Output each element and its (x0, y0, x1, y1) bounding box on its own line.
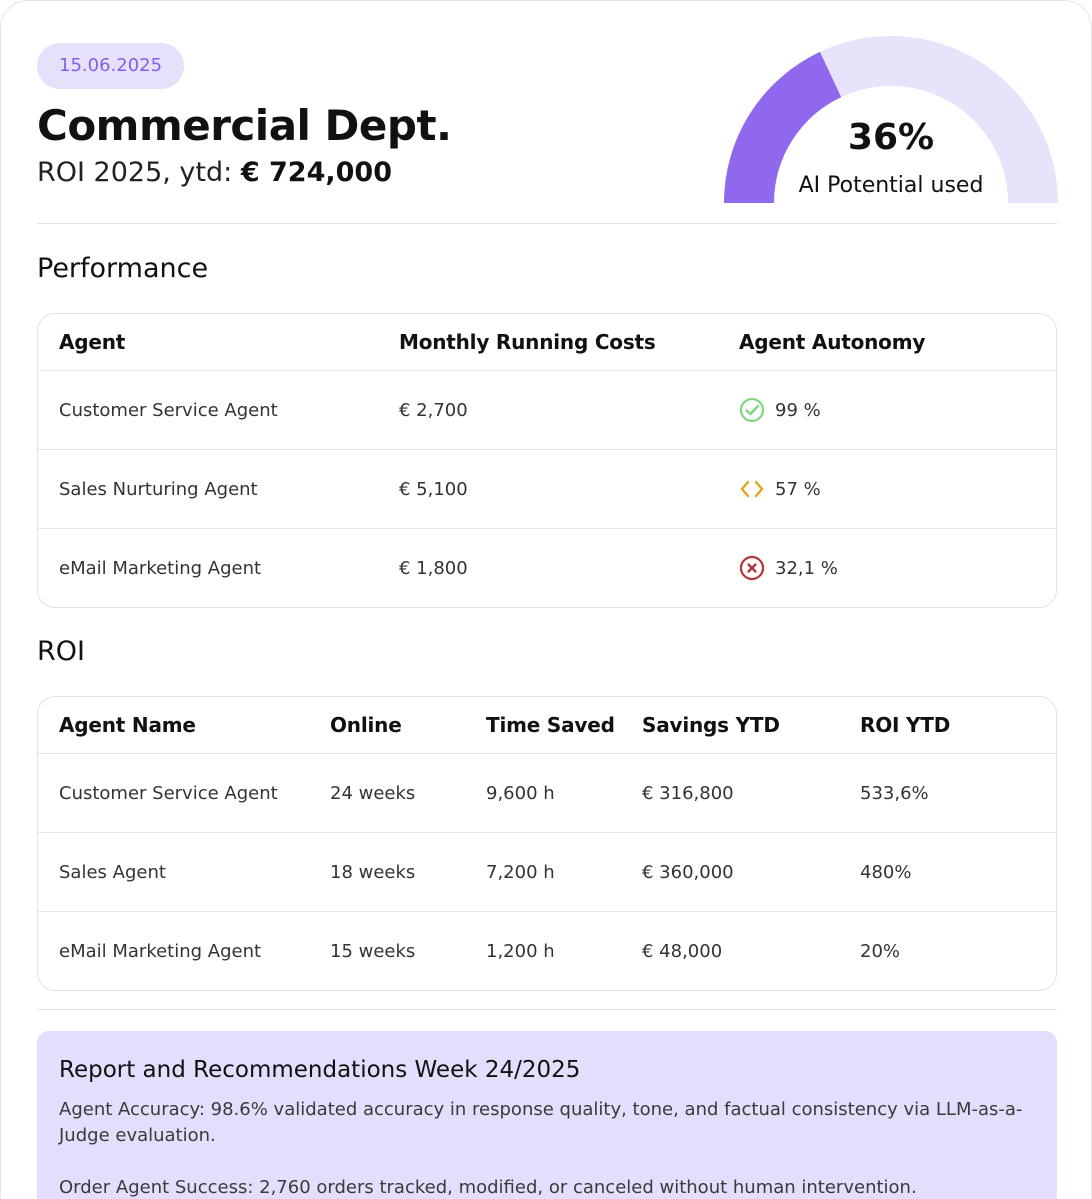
agent-name: eMail Marketing Agent (59, 557, 262, 579)
x-circle-icon (739, 555, 765, 581)
online-duration: 24 weeks (330, 782, 416, 804)
running-cost: € 2,700 (399, 399, 468, 421)
autonomy-cell: 99 % (739, 371, 821, 449)
savings-ytd: € 316,800 (642, 782, 734, 804)
gauge-value: 36% (847, 117, 935, 158)
gauge-fill (724, 51, 842, 204)
autonomy-value: 32,1 % (775, 557, 838, 579)
running-cost: € 1,800 (399, 557, 468, 579)
column-header-agent-name: Agent Name (59, 713, 196, 737)
column-header-roi-ytd: ROI YTD (860, 713, 951, 737)
column-header-autonomy: Agent Autonomy (739, 330, 926, 354)
online-duration: 18 weeks (330, 861, 416, 883)
table-header-row: Agent Name Online Time Saved Savings YTD… (38, 697, 1056, 753)
agent-name: eMail Marketing Agent (59, 940, 262, 962)
table-header-row: Agent Monthly Running Costs Agent Autono… (38, 314, 1056, 370)
report-title: Report and Recommendations Week 24/2025 (59, 1057, 581, 1083)
column-header-online: Online (330, 713, 402, 737)
autonomy-cell: 32,1 % (739, 529, 838, 607)
performance-section-title: Performance (37, 253, 209, 284)
performance-table: Agent Monthly Running Costs Agent Autono… (37, 313, 1057, 608)
agent-name: Customer Service Agent (59, 782, 278, 804)
autonomy-cell: 57 % (739, 450, 821, 528)
roi-ytd: 480% (860, 861, 912, 883)
page-title: Commercial Dept. (37, 101, 452, 150)
date-badge: 15.06.2025 (37, 43, 185, 89)
autonomy-value: 57 % (775, 478, 821, 500)
column-header-agent: Agent (59, 330, 126, 354)
roi-summary: ROI 2025, ytd: € 724,000 (37, 157, 392, 188)
report-paragraph: Order Agent Success: 2,760 orders tracke… (59, 1177, 917, 1198)
table-row: Customer Service Agent € 2,700 99 % (38, 370, 1056, 449)
table-row: eMail Marketing Agent € 1,800 32,1 % (38, 528, 1056, 607)
time-saved: 9,600 h (486, 782, 555, 804)
table-row: Customer Service Agent 24 weeks 9,600 h … (38, 753, 1056, 832)
roi-ytd: 533,6% (860, 782, 929, 804)
check-circle-icon (739, 397, 765, 423)
table-row: Sales Nurturing Agent € 5,100 57 % (38, 449, 1056, 528)
agent-name: Sales Agent (59, 861, 166, 883)
savings-ytd: € 48,000 (642, 940, 723, 962)
report-panel: Report and Recommendations Week 24/2025 … (37, 1031, 1057, 1199)
roi-section-title: ROI (37, 636, 85, 667)
autonomy-value: 99 % (775, 399, 821, 421)
agent-name: Customer Service Agent (59, 399, 278, 421)
roi-summary-value: € 724,000 (240, 157, 392, 188)
agent-name: Sales Nurturing Agent (59, 478, 258, 500)
table-row: eMail Marketing Agent 15 weeks 1,200 h €… (38, 911, 1056, 990)
savings-ytd: € 360,000 (642, 861, 734, 883)
roi-summary-label: ROI 2025, ytd: (37, 157, 241, 188)
gauge-label: AI Potential used (798, 173, 984, 198)
divider (37, 223, 1057, 224)
roi-ytd: 20% (860, 940, 901, 962)
online-duration: 15 weeks (330, 940, 416, 962)
ai-potential-gauge (724, 36, 1058, 204)
code-brackets-icon (740, 480, 764, 498)
column-header-savings-ytd: Savings YTD (642, 713, 780, 737)
table-row: Sales Agent 18 weeks 7,200 h € 360,000 4… (38, 832, 1056, 911)
time-saved: 1,200 h (486, 940, 555, 962)
time-saved: 7,200 h (486, 861, 555, 883)
column-header-running-costs: Monthly Running Costs (399, 330, 656, 354)
column-header-time-saved: Time Saved (486, 713, 615, 737)
running-cost: € 5,100 (399, 478, 468, 500)
divider (37, 1009, 1057, 1010)
report-paragraph: Agent Accuracy: 98.6% validated accuracy… (59, 1099, 1023, 1146)
roi-table: Agent Name Online Time Saved Savings YTD… (37, 696, 1057, 991)
